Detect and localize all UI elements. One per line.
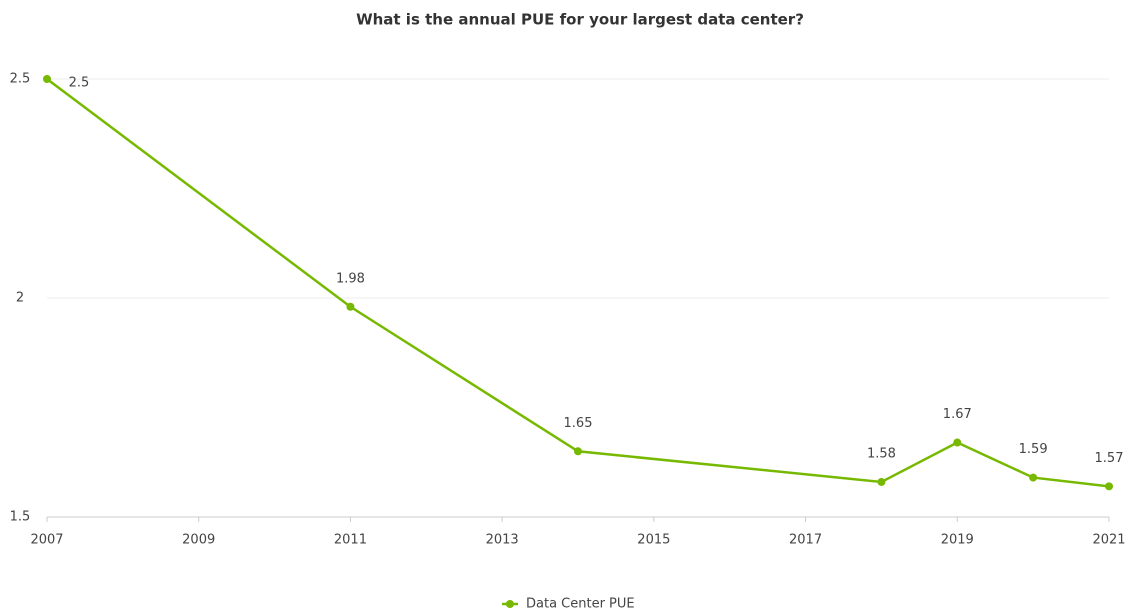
- y-tick-label: 1.5: [10, 510, 31, 525]
- y-tick-label: 2.5: [10, 72, 31, 87]
- x-tick-label: 2013: [486, 533, 519, 548]
- data-point: [877, 477, 886, 486]
- data-point: [1105, 482, 1113, 491]
- x-tick-label: 2015: [637, 533, 670, 548]
- data-label: 1.57: [1095, 451, 1124, 466]
- legend-label: Data Center PUE: [526, 597, 635, 612]
- data-label: 1.59: [1019, 442, 1048, 457]
- chart-title: What is the annual PUE for your largest …: [356, 11, 804, 29]
- data-point: [1029, 473, 1038, 482]
- x-tick-label: 2021: [1092, 533, 1125, 548]
- x-tick-label: 2009: [182, 533, 215, 548]
- data-point: [43, 75, 51, 83]
- data-point: [953, 438, 962, 447]
- data-label: 1.65: [564, 416, 593, 431]
- data-point: [346, 302, 355, 311]
- x-tick-label: 2007: [30, 533, 63, 548]
- data-point: [574, 447, 582, 456]
- data-label: 1.67: [943, 407, 972, 422]
- x-tick-label: 2011: [334, 533, 367, 548]
- data-label: 2.5: [69, 76, 90, 91]
- x-tick-label: 2017: [789, 533, 822, 548]
- x-tick-label: 2019: [941, 533, 974, 548]
- y-tick-label: 2: [16, 291, 24, 306]
- data-label: 1.58: [867, 446, 896, 461]
- data-label: 1.98: [336, 271, 365, 286]
- legend-marker: [506, 600, 514, 608]
